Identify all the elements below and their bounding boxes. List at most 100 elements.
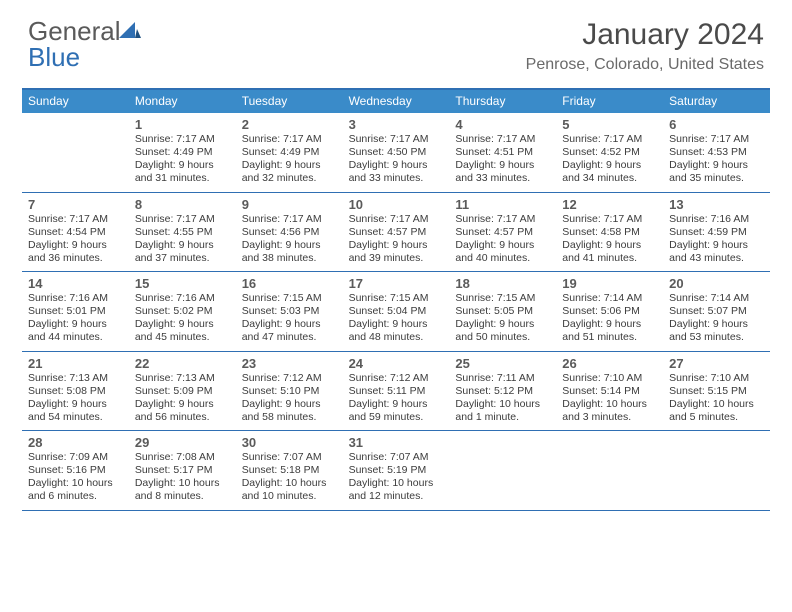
title-block: January 2024 Penrose, Colorado, United S… — [526, 18, 764, 74]
logo-sail-icon — [119, 18, 141, 44]
day-details: Sunrise: 7:15 AMSunset: 5:04 PMDaylight:… — [347, 292, 446, 345]
day-number: 4 — [453, 115, 552, 133]
day-number: 9 — [240, 195, 339, 213]
week-row: 28Sunrise: 7:09 AMSunset: 5:16 PMDayligh… — [22, 431, 770, 511]
sunset-line: Sunset: 5:11 PM — [349, 385, 446, 398]
daylight-line: Daylight: 9 hours and 35 minutes. — [669, 159, 766, 185]
daylight-line: Daylight: 9 hours and 31 minutes. — [135, 159, 232, 185]
day-cell: 13Sunrise: 7:16 AMSunset: 4:59 PMDayligh… — [663, 193, 770, 272]
weekday-header: Monday — [129, 90, 236, 113]
day-number: 12 — [560, 195, 659, 213]
day-cell: 11Sunrise: 7:17 AMSunset: 4:57 PMDayligh… — [449, 193, 556, 272]
sunrise-line: Sunrise: 7:17 AM — [349, 213, 446, 226]
day-cell — [663, 431, 770, 510]
weekday-header: Friday — [556, 90, 663, 113]
sunset-line: Sunset: 5:10 PM — [242, 385, 339, 398]
day-details: Sunrise: 7:12 AMSunset: 5:10 PMDaylight:… — [240, 372, 339, 425]
day-cell: 9Sunrise: 7:17 AMSunset: 4:56 PMDaylight… — [236, 193, 343, 272]
day-number: 7 — [26, 195, 125, 213]
daylight-line: Daylight: 10 hours and 1 minute. — [455, 398, 552, 424]
location-text: Penrose, Colorado, United States — [526, 56, 764, 74]
day-details: Sunrise: 7:17 AMSunset: 4:50 PMDaylight:… — [347, 133, 446, 186]
sunset-line: Sunset: 5:12 PM — [455, 385, 552, 398]
sunrise-line: Sunrise: 7:17 AM — [562, 213, 659, 226]
daylight-line: Daylight: 10 hours and 6 minutes. — [28, 477, 125, 503]
day-number: 14 — [26, 274, 125, 292]
day-details: Sunrise: 7:16 AMSunset: 5:01 PMDaylight:… — [26, 292, 125, 345]
sunrise-line: Sunrise: 7:17 AM — [135, 133, 232, 146]
sunset-line: Sunset: 5:19 PM — [349, 464, 446, 477]
day-number: 3 — [347, 115, 446, 133]
daylight-line: Daylight: 9 hours and 34 minutes. — [562, 159, 659, 185]
day-cell: 12Sunrise: 7:17 AMSunset: 4:58 PMDayligh… — [556, 193, 663, 272]
sunset-line: Sunset: 5:15 PM — [669, 385, 766, 398]
calendar-body: 1Sunrise: 7:17 AMSunset: 4:49 PMDaylight… — [22, 113, 770, 511]
daylight-line: Daylight: 9 hours and 58 minutes. — [242, 398, 339, 424]
day-details: Sunrise: 7:17 AMSunset: 4:53 PMDaylight:… — [667, 133, 766, 186]
sunset-line: Sunset: 5:03 PM — [242, 305, 339, 318]
day-cell — [22, 113, 129, 192]
day-number: 24 — [347, 354, 446, 372]
sunset-line: Sunset: 5:05 PM — [455, 305, 552, 318]
day-cell: 31Sunrise: 7:07 AMSunset: 5:19 PMDayligh… — [343, 431, 450, 510]
daylight-line: Daylight: 9 hours and 33 minutes. — [349, 159, 446, 185]
day-details: Sunrise: 7:17 AMSunset: 4:57 PMDaylight:… — [453, 213, 552, 266]
sunset-line: Sunset: 5:01 PM — [28, 305, 125, 318]
day-details: Sunrise: 7:16 AMSunset: 4:59 PMDaylight:… — [667, 213, 766, 266]
calendar: SundayMondayTuesdayWednesdayThursdayFrid… — [22, 88, 770, 511]
day-cell — [449, 431, 556, 510]
daylight-line: Daylight: 9 hours and 45 minutes. — [135, 318, 232, 344]
day-details: Sunrise: 7:17 AMSunset: 4:52 PMDaylight:… — [560, 133, 659, 186]
day-cell: 18Sunrise: 7:15 AMSunset: 5:05 PMDayligh… — [449, 272, 556, 351]
day-details: Sunrise: 7:17 AMSunset: 4:51 PMDaylight:… — [453, 133, 552, 186]
sunset-line: Sunset: 5:07 PM — [669, 305, 766, 318]
daylight-line: Daylight: 9 hours and 38 minutes. — [242, 239, 339, 265]
weekday-header: Wednesday — [343, 90, 450, 113]
daylight-line: Daylight: 9 hours and 41 minutes. — [562, 239, 659, 265]
sunset-line: Sunset: 4:55 PM — [135, 226, 232, 239]
sunrise-line: Sunrise: 7:15 AM — [455, 292, 552, 305]
day-number: 5 — [560, 115, 659, 133]
day-cell: 2Sunrise: 7:17 AMSunset: 4:49 PMDaylight… — [236, 113, 343, 192]
day-number: 18 — [453, 274, 552, 292]
daylight-line: Daylight: 9 hours and 40 minutes. — [455, 239, 552, 265]
daylight-line: Daylight: 9 hours and 54 minutes. — [28, 398, 125, 424]
sunset-line: Sunset: 4:52 PM — [562, 146, 659, 159]
sunset-line: Sunset: 4:53 PM — [669, 146, 766, 159]
day-details: Sunrise: 7:13 AMSunset: 5:09 PMDaylight:… — [133, 372, 232, 425]
daylight-line: Daylight: 9 hours and 56 minutes. — [135, 398, 232, 424]
daylight-line: Daylight: 9 hours and 48 minutes. — [349, 318, 446, 344]
sunrise-line: Sunrise: 7:17 AM — [455, 213, 552, 226]
sunset-line: Sunset: 4:50 PM — [349, 146, 446, 159]
day-cell: 25Sunrise: 7:11 AMSunset: 5:12 PMDayligh… — [449, 352, 556, 431]
day-details: Sunrise: 7:10 AMSunset: 5:14 PMDaylight:… — [560, 372, 659, 425]
day-cell: 6Sunrise: 7:17 AMSunset: 4:53 PMDaylight… — [663, 113, 770, 192]
day-details: Sunrise: 7:17 AMSunset: 4:57 PMDaylight:… — [347, 213, 446, 266]
daylight-line: Daylight: 9 hours and 47 minutes. — [242, 318, 339, 344]
logo: GeneralBlue — [28, 18, 141, 70]
sunset-line: Sunset: 5:02 PM — [135, 305, 232, 318]
sunrise-line: Sunrise: 7:15 AM — [349, 292, 446, 305]
sunrise-line: Sunrise: 7:13 AM — [28, 372, 125, 385]
sunrise-line: Sunrise: 7:07 AM — [242, 451, 339, 464]
day-cell: 1Sunrise: 7:17 AMSunset: 4:49 PMDaylight… — [129, 113, 236, 192]
day-cell: 15Sunrise: 7:16 AMSunset: 5:02 PMDayligh… — [129, 272, 236, 351]
day-cell: 5Sunrise: 7:17 AMSunset: 4:52 PMDaylight… — [556, 113, 663, 192]
logo-text-part2: Blue — [28, 42, 80, 72]
day-number: 22 — [133, 354, 232, 372]
sunset-line: Sunset: 4:57 PM — [455, 226, 552, 239]
sunset-line: Sunset: 4:49 PM — [242, 146, 339, 159]
day-details: Sunrise: 7:17 AMSunset: 4:49 PMDaylight:… — [133, 133, 232, 186]
week-row: 7Sunrise: 7:17 AMSunset: 4:54 PMDaylight… — [22, 193, 770, 273]
daylight-line: Daylight: 10 hours and 5 minutes. — [669, 398, 766, 424]
day-cell: 7Sunrise: 7:17 AMSunset: 4:54 PMDaylight… — [22, 193, 129, 272]
sunrise-line: Sunrise: 7:17 AM — [669, 133, 766, 146]
sunset-line: Sunset: 4:49 PM — [135, 146, 232, 159]
day-details: Sunrise: 7:09 AMSunset: 5:16 PMDaylight:… — [26, 451, 125, 504]
week-row: 14Sunrise: 7:16 AMSunset: 5:01 PMDayligh… — [22, 272, 770, 352]
daylight-line: Daylight: 9 hours and 39 minutes. — [349, 239, 446, 265]
sunrise-line: Sunrise: 7:12 AM — [349, 372, 446, 385]
sunrise-line: Sunrise: 7:07 AM — [349, 451, 446, 464]
daylight-line: Daylight: 10 hours and 8 minutes. — [135, 477, 232, 503]
sunset-line: Sunset: 4:57 PM — [349, 226, 446, 239]
